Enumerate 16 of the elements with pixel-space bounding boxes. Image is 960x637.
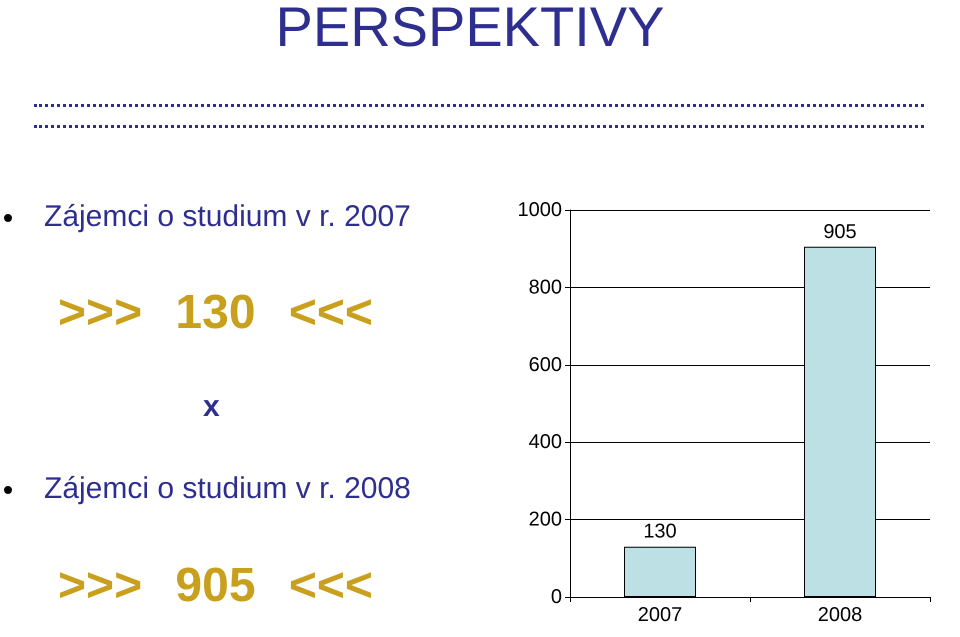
y-tick-label: 1000 [518, 199, 562, 221]
data-label: 130 [643, 520, 677, 543]
text: Zájemci o studium v r. 2008 [44, 472, 411, 506]
text: x [203, 390, 220, 424]
text: Zájemci o studium v r. 2007 [44, 200, 411, 234]
text: >>> 130 <<< [58, 285, 373, 340]
x-tick-label: 2007 [638, 604, 682, 626]
y-tick-label: 400 [528, 431, 562, 454]
x-tick-label: 2008 [818, 604, 862, 626]
y-tick-label: 600 [528, 354, 562, 376]
y-tick-label: 800 [528, 276, 562, 298]
y-tick-label: 0 [550, 586, 562, 608]
chart-title: PERSPEKTIVY [274, 0, 666, 59]
y-tick-label: 200 [528, 508, 562, 531]
data-label: 905 [823, 220, 857, 243]
text: >>> 905 <<< [58, 558, 373, 613]
